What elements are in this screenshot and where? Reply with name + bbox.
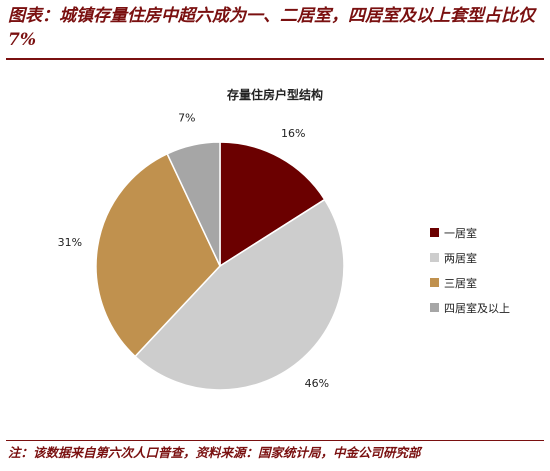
legend-label-2: 三居室 [444,276,477,290]
legend-swatch-3 [430,303,439,312]
footnote-divider [6,440,544,441]
legend-swatch-1 [430,253,439,262]
pie-data-label-2: 31% [58,236,82,249]
pie-data-label-3: 7% [178,112,195,125]
pie-slice-1 [134,198,345,391]
chart-title: 存量住房户型结构 [226,88,323,102]
legend-item-2: 三居室 [430,270,510,295]
title-divider [6,58,544,60]
pie-slice-2 [95,152,221,358]
legend-item-0: 一居室 [430,220,510,245]
pie-slice-0 [219,141,326,268]
legend-label-3: 四居室及以上 [444,301,510,315]
legend-swatch-0 [430,228,439,237]
legend-label-0: 一居室 [444,226,477,240]
legend-item-1: 两居室 [430,245,510,270]
pie-data-label-0: 16% [281,127,305,140]
pie-slice-3 [166,141,221,267]
figure-title: 图表：城镇存量住房中超六成为一、二居室，四居室及以上套型占比仅 7% [8,6,535,50]
chart-legend: 一居室两居室三居室四居室及以上 [430,220,510,320]
pie-data-label-1: 46% [305,377,329,390]
figure-footnote: 注：该数据来自第六次人口普查，资料来源：国家统计局，中金公司研究部 [8,445,421,460]
pie-chart: 16% 46% 31% 7% [58,112,345,391]
legend-swatch-2 [430,278,439,287]
legend-item-3: 四居室及以上 [430,295,510,320]
legend-label-1: 两居室 [444,251,477,265]
